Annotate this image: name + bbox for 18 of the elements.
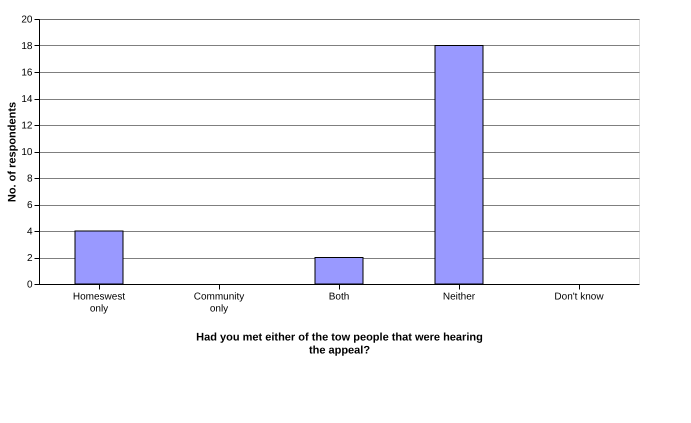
y-tick-label: 6 xyxy=(26,200,33,211)
y-tick-label: 14 xyxy=(21,94,33,105)
x-tick-label: Neither xyxy=(442,292,476,302)
y-tick-label: 4 xyxy=(26,226,33,238)
y-tick-label: 12 xyxy=(21,120,33,132)
y-tick-label: 2 xyxy=(26,253,33,264)
y-tick-label: 18 xyxy=(21,41,33,52)
x-tick-label: Community only xyxy=(194,292,244,314)
y-tick-label: 0 xyxy=(26,280,33,290)
y-tick-label: 10 xyxy=(21,147,33,158)
x-tick-label: Both xyxy=(328,292,350,302)
y-tick-label: 16 xyxy=(21,68,33,78)
y-tick-label: 8 xyxy=(26,174,33,184)
x-axis-title: Had you met either of the tow people that were hearing the appeal? xyxy=(196,332,483,356)
x-tick-label: Homeswest only xyxy=(72,292,126,314)
y-axis-title: No. of respondents xyxy=(6,102,18,202)
y-tick-label: 20 xyxy=(21,14,33,26)
x-tick-label: Don't know xyxy=(554,292,604,302)
